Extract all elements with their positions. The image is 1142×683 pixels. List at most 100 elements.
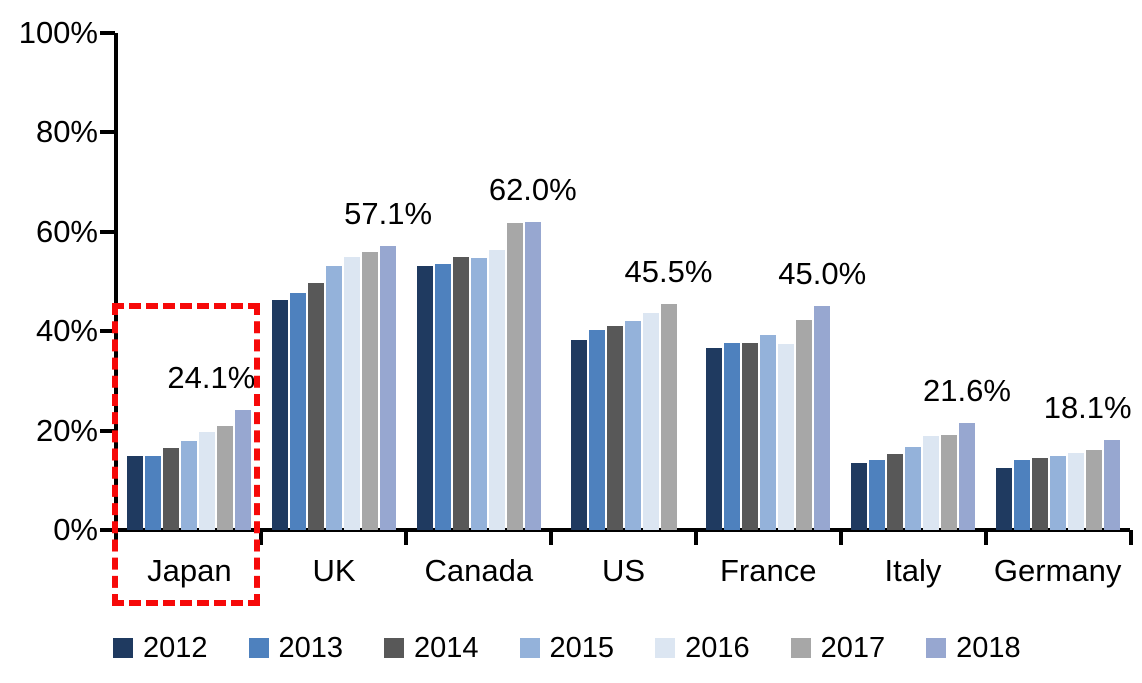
bar-group-uk: 57.1%	[262, 33, 432, 530]
y-tick-mark	[100, 528, 115, 532]
legend-swatch-icon	[384, 638, 405, 658]
legend-swatch-icon	[248, 638, 269, 658]
bar-germany-2015	[1049, 456, 1066, 530]
data-label-germany: 18.1%	[1043, 390, 1132, 426]
bar-japan-2012	[127, 455, 144, 530]
bar-us-2013	[588, 330, 605, 530]
bar-japan-2017	[217, 425, 234, 530]
y-tick-label: 20%	[35, 412, 98, 448]
y-tick-mark	[100, 130, 115, 135]
bar-us-2014	[606, 326, 623, 530]
data-label-canada: 62.0%	[488, 171, 577, 207]
data-label-us: 45.5%	[624, 253, 713, 289]
bar-japan-2018	[235, 410, 252, 530]
bar-germany-2017	[1085, 449, 1102, 530]
data-label-japan: 24.1%	[167, 360, 256, 396]
data-label-france: 45.0%	[778, 256, 867, 292]
legend-item-2014: 2014	[384, 632, 479, 664]
bar-france-2018	[814, 306, 831, 530]
x-tick-mark	[1129, 530, 1133, 545]
y-tick-mark	[100, 229, 115, 234]
bar-canada-2015	[470, 257, 487, 530]
bar-france-2014	[742, 343, 759, 530]
bar-us-2015	[624, 320, 641, 530]
category-label-japan: Japan	[147, 553, 232, 588]
bar-canada-2014	[452, 256, 469, 530]
legend-label: 2013	[278, 632, 344, 664]
bar-uk-2017	[362, 252, 379, 530]
y-tick-label: 40%	[35, 313, 98, 349]
y-tick-mark	[100, 31, 115, 35]
legend-item-2016: 2016	[655, 632, 750, 664]
bar-us-2012	[570, 339, 587, 530]
bar-italy-2012	[850, 463, 867, 530]
x-axis-line	[114, 528, 1130, 532]
bar-japan-2016	[199, 431, 216, 530]
category-label-germany: Germany	[993, 553, 1122, 588]
bar-uk-2014	[308, 282, 325, 530]
data-label-italy: 21.6%	[922, 372, 1011, 408]
bar-uk-2016	[344, 257, 361, 530]
category-label-france: France	[719, 553, 817, 588]
category-label-canada: Canada	[424, 553, 534, 588]
bar-canada-2013	[434, 263, 451, 530]
y-tick-mark	[100, 329, 115, 334]
bar-italy-2014	[886, 454, 903, 530]
category-label-us: US	[601, 553, 646, 588]
y-axis-line	[114, 33, 118, 532]
japan-highlight-rectangle	[112, 303, 260, 606]
bar-france-2012	[706, 348, 723, 530]
bar-france-2015	[760, 334, 777, 530]
bar-canada-2016	[488, 249, 505, 530]
bar-japan-2014	[163, 447, 180, 530]
x-tick-mark	[404, 530, 408, 545]
legend-label: 2016	[685, 632, 750, 664]
bar-uk-2018	[380, 246, 397, 530]
x-tick-mark	[839, 530, 843, 545]
y-tick-label: 0%	[53, 512, 98, 547]
legend-item-2015: 2015	[519, 632, 615, 664]
bar-germany-2018	[1103, 440, 1120, 530]
y-tick-mark	[100, 428, 115, 433]
bar-group-italy: 21.6%	[841, 33, 1011, 530]
bar-italy-2016	[922, 435, 939, 530]
legend-label: 2017	[820, 632, 886, 664]
x-tick-mark	[259, 530, 263, 545]
bar-canada-2017	[506, 223, 523, 530]
bar-uk-2013	[290, 292, 307, 530]
bar-uk-2012	[272, 299, 289, 530]
bar-uk-2015	[326, 266, 343, 530]
legend-label: 2015	[549, 632, 615, 664]
bar-germany-2012	[995, 467, 1012, 530]
bar-germany-2014	[1031, 458, 1048, 530]
x-tick-mark	[694, 530, 698, 545]
bar-group-france: 45.0%	[696, 33, 866, 530]
bar-italy-2018	[958, 422, 975, 530]
legend-item-2013: 2013	[248, 632, 344, 664]
bar-japan-2015	[181, 441, 198, 530]
bar-france-2016	[778, 344, 795, 530]
bar-canada-2018	[524, 221, 541, 530]
y-tick-label: 60%	[35, 213, 98, 249]
bar-group-us: 45.5%	[551, 33, 712, 530]
bar-us-2016	[642, 313, 659, 530]
bar-group-japan: 24.1%	[117, 33, 262, 530]
plot-area: 24.1% 57.1% 62.0% 45.5% 45.0% 21.6% 18.1%	[117, 33, 1132, 530]
data-label-uk: 57.1%	[344, 196, 433, 232]
legend-label: 2012	[143, 632, 208, 664]
x-tick-mark	[549, 530, 553, 545]
category-label-italy: Italy	[884, 553, 942, 588]
legend-item-2012: 2012	[113, 632, 208, 664]
bar-france-2013	[724, 342, 741, 530]
legend-swatch-icon	[926, 638, 947, 658]
legend-swatch-icon	[113, 638, 133, 658]
bar-italy-2013	[868, 460, 885, 530]
legend-swatch-icon	[655, 638, 676, 658]
x-tick-mark	[984, 530, 988, 545]
legend-label: 2014	[414, 632, 479, 664]
bar-italy-2017	[940, 434, 957, 530]
legend: 2012 2013 2014 2015 2016 2017 2018	[113, 632, 1021, 664]
x-axis-category-labels: Japan UK Canada US France Italy Germany	[117, 552, 1130, 592]
bar-germany-2013	[1013, 460, 1030, 530]
